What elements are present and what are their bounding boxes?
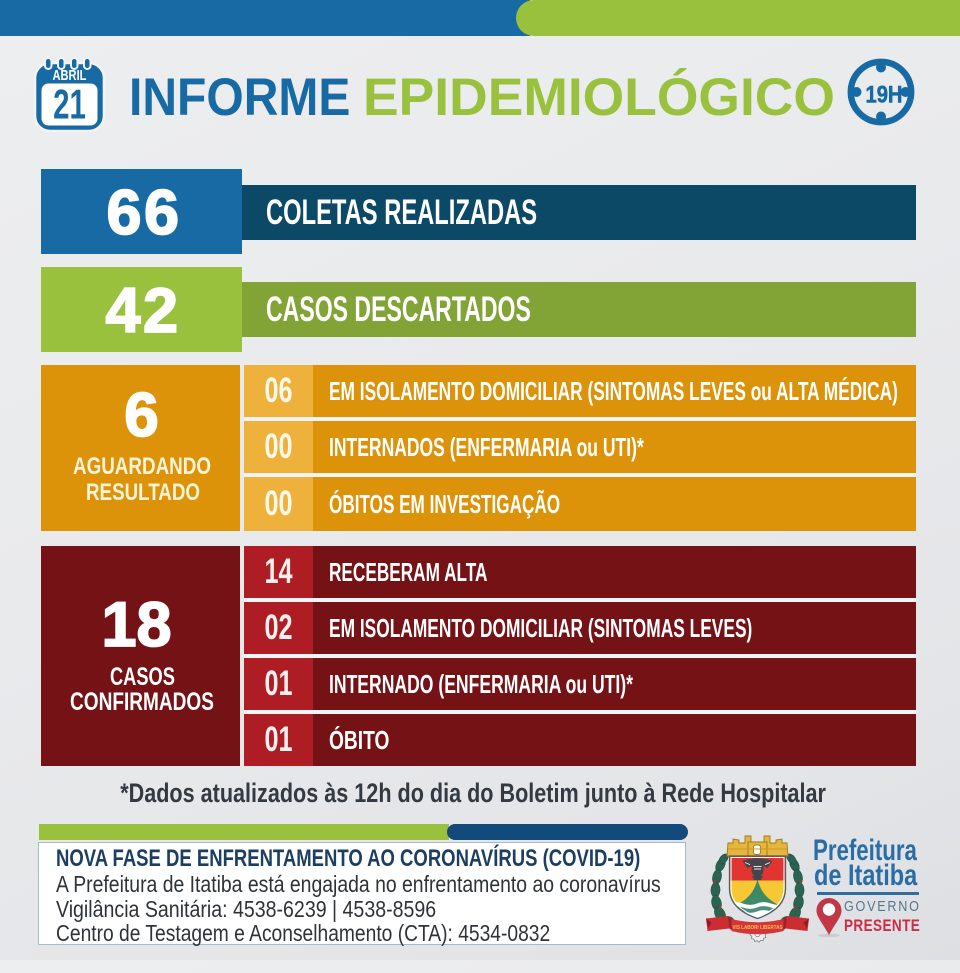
- svg-text:21: 21: [53, 80, 86, 128]
- svg-text:VIS LABORI LIBERTAS: VIS LABORI LIBERTAS: [733, 925, 783, 931]
- svg-text:19H: 19H: [866, 81, 903, 108]
- svg-text:ABRIL: ABRIL: [53, 66, 87, 83]
